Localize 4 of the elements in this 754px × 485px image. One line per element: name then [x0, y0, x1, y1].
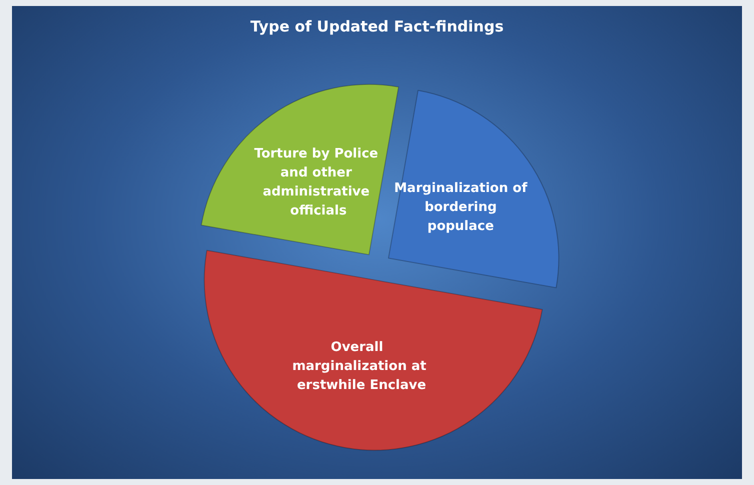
- slice-label: Overall marginalization at erstwhile Enclave: [292, 340, 426, 394]
- slice-label: Torture by Police and other administrative officials: [254, 146, 383, 218]
- slice-label: Marginalization of bordering populace: [394, 181, 528, 234]
- chart-title: Type of Updated Fact-findings: [250, 18, 504, 36]
